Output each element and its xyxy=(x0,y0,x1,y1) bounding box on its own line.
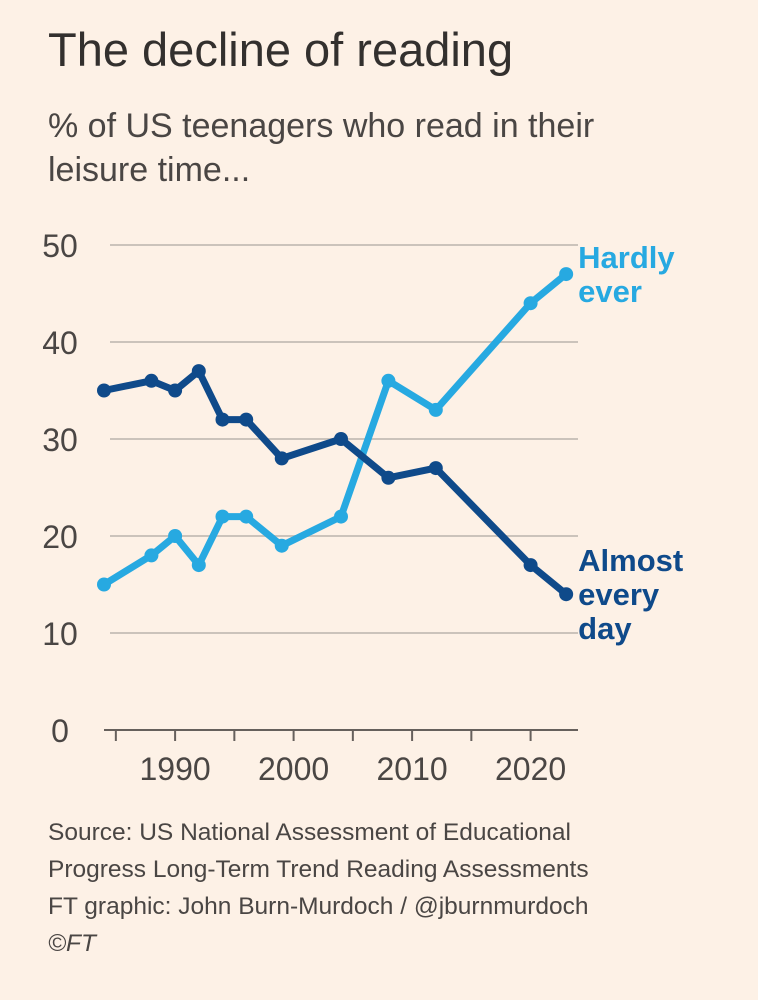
data-point-almost-every-day-1992 xyxy=(191,364,206,379)
data-point-hardly-ever-2020 xyxy=(523,296,538,311)
data-point-hardly-ever-1996 xyxy=(239,509,254,524)
data-point-hardly-ever-1992 xyxy=(191,558,206,573)
source-line-2: Progress Long-Term Trend Reading Assessm… xyxy=(48,856,589,883)
y-tick-label-10: 10 xyxy=(42,616,78,652)
y-tick-label-40: 40 xyxy=(42,325,78,361)
y-tick-label-20: 20 xyxy=(42,519,78,555)
data-point-hardly-ever-1990 xyxy=(168,529,183,543)
y-tick-label-30: 30 xyxy=(42,422,78,458)
series-line-almost-every-day xyxy=(100,367,570,598)
y-axis: 0 10 20 30 40 50 xyxy=(42,228,78,749)
series-label-line: Hardly xyxy=(578,240,675,275)
source-line-1: Source: US National Assessment of Educat… xyxy=(48,819,571,846)
series-label-line: Almost xyxy=(578,543,683,578)
data-point-hardly-ever-2012 xyxy=(428,402,443,417)
data-point-almost-every-day-1984 xyxy=(97,383,111,398)
data-point-hardly-ever-2008 xyxy=(381,373,396,388)
data-point-almost-every-day-1996 xyxy=(239,412,254,427)
data-point-almost-every-day-1994 xyxy=(215,412,230,427)
chart-title: The decline of reading xyxy=(48,23,514,76)
data-point-hardly-ever-1994 xyxy=(215,509,230,524)
copyright: ©FT xyxy=(48,930,96,957)
x-tick-label-1990: 1990 xyxy=(140,751,211,787)
line-chart: 1990 2000 2010 2020 0 10 20 30 40 50 Hardly ever A… xyxy=(42,228,683,787)
data-point-almost-every-day-1988 xyxy=(144,373,159,388)
data-point-almost-every-day-2008 xyxy=(381,470,396,485)
y-tick-label-0: 0 xyxy=(51,713,69,749)
data-point-hardly-ever-2004 xyxy=(334,509,348,524)
data-point-almost-every-day-1999 xyxy=(274,451,289,466)
data-point-almost-every-day-2004 xyxy=(334,432,348,446)
chart-subtitle: % of US teenagers who read in their leis… xyxy=(48,107,595,189)
data-point-almost-every-day-2023 xyxy=(559,587,574,602)
graphic-credit: FT graphic: John Burn-Murdoch / @jburnmu… xyxy=(48,893,589,920)
x-tick-label-2000: 2000 xyxy=(258,751,329,787)
data-point-almost-every-day-2012 xyxy=(428,461,443,476)
data-point-almost-every-day-1990 xyxy=(168,383,183,398)
data-point-hardly-ever-1999 xyxy=(274,538,289,553)
x-tick-label-2010: 2010 xyxy=(377,751,448,787)
series-label-line: day xyxy=(578,611,632,646)
x-axis: 1990 2000 2010 2020 xyxy=(104,729,578,787)
data-point-hardly-ever-1984 xyxy=(97,577,111,592)
series-label-line: every xyxy=(578,577,660,612)
series-label-almost-every-day: Almost every day xyxy=(578,543,683,646)
series-label-line: ever xyxy=(578,274,642,309)
series-lines xyxy=(97,267,574,602)
footer: Source: US National Assessment of Educat… xyxy=(48,814,748,962)
data-point-hardly-ever-2023 xyxy=(559,267,574,282)
data-point-hardly-ever-1988 xyxy=(144,548,159,563)
y-tick-label-50: 50 xyxy=(42,228,78,264)
series-label-hardly-ever: Hardly ever xyxy=(578,240,675,309)
x-tick-label-2020: 2020 xyxy=(495,751,566,787)
series-labels: Hardly ever Almost every day xyxy=(578,240,683,646)
data-point-almost-every-day-2020 xyxy=(523,558,538,573)
